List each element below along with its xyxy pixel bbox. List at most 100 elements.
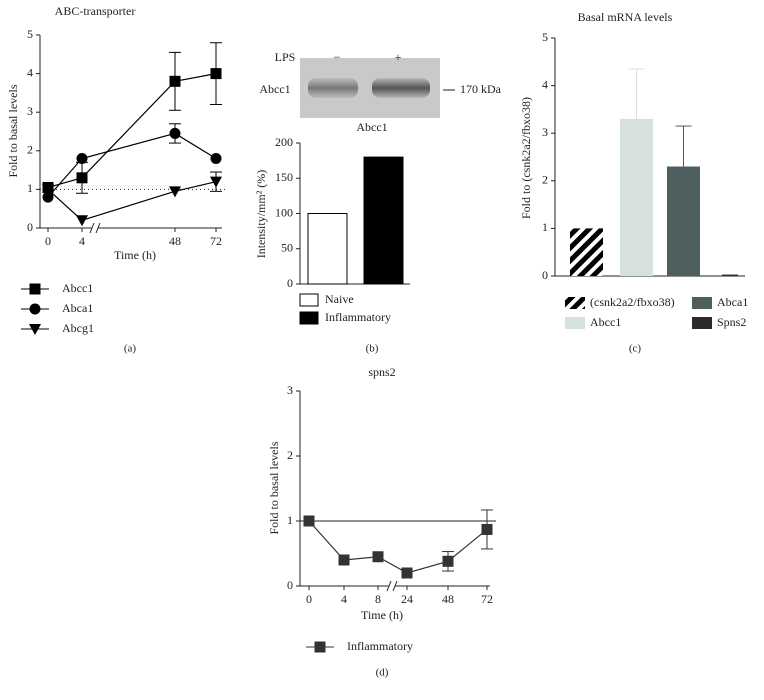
- x-axis-label: Time (h): [361, 608, 403, 622]
- x-tick-label: 4: [79, 234, 85, 248]
- y-tick-label: 0: [287, 578, 293, 592]
- x-tick-label: 72: [210, 234, 222, 248]
- blot-band: [308, 78, 358, 98]
- legend-label: Spns2: [717, 315, 746, 329]
- chart-title: Abcc1: [356, 120, 387, 134]
- legend-label: Abca1: [717, 295, 748, 309]
- y-tick-label: 1: [27, 181, 33, 195]
- panel-label: (b): [366, 343, 379, 355]
- data-point: [210, 68, 222, 80]
- data-point: [42, 184, 54, 196]
- blot-lane-label: −: [334, 50, 341, 64]
- series-line: [47, 181, 217, 221]
- blot-size-label: 170 kDa: [460, 82, 502, 96]
- y-tick-label: 50: [281, 241, 293, 255]
- legend-label: Inflammatory: [325, 310, 391, 324]
- legend-marker: [29, 303, 41, 315]
- y-tick-label: 4: [542, 77, 548, 91]
- y-tick-label: 5: [27, 27, 33, 41]
- legend-label: Abcc1: [62, 281, 93, 295]
- y-tick-label: 200: [275, 135, 293, 149]
- data-point: [481, 523, 493, 535]
- y-tick-label: 1: [542, 220, 548, 234]
- data-point: [76, 215, 88, 227]
- legend-label: Naive: [325, 292, 354, 306]
- bar: [620, 118, 653, 276]
- bar: [667, 166, 700, 276]
- legend-marker: [29, 283, 41, 295]
- y-tick-label: 0: [287, 276, 293, 290]
- data-point: [338, 554, 350, 566]
- legend-swatch: [565, 297, 585, 309]
- y-tick-label: 2: [27, 143, 33, 157]
- legend-swatch: [299, 293, 319, 307]
- data-point: [401, 567, 413, 579]
- data-point: [442, 555, 454, 567]
- x-tick-label: 0: [306, 592, 312, 606]
- x-tick-label: 24: [401, 592, 413, 606]
- y-tick-label: 1: [287, 513, 293, 527]
- legend-swatch: [692, 317, 712, 329]
- series-line: [47, 73, 217, 189]
- legend-label: Abcg1: [62, 321, 94, 335]
- chart-title: Basal mRNA levels: [578, 10, 673, 24]
- x-tick-label: 72: [481, 592, 493, 606]
- panel-label: (a): [124, 343, 137, 355]
- axis-break: [95, 222, 101, 234]
- x-tick-label: 48: [169, 234, 181, 248]
- data-point: [76, 172, 88, 184]
- legend-swatch: [565, 317, 585, 329]
- y-tick-label: 3: [542, 125, 548, 139]
- legend-swatch: [692, 297, 712, 309]
- y-tick-label: 150: [275, 170, 293, 184]
- y-tick-label: 4: [27, 65, 33, 79]
- series-line: [47, 132, 217, 198]
- y-tick-label: 5: [542, 30, 548, 44]
- y-axis-label: Fold to (csnk2a2/fbxo38): [519, 97, 533, 219]
- blot-band: [372, 78, 430, 98]
- panel-label: (c): [629, 343, 642, 355]
- series-line: [308, 520, 488, 574]
- chart-title: ABC-transporter: [55, 4, 136, 18]
- blot-lane-label: +: [395, 50, 402, 64]
- x-tick-label: 4: [341, 592, 347, 606]
- bar: [570, 228, 603, 276]
- y-axis-label: Fold to basal levels: [267, 441, 281, 534]
- y-tick-label: 2: [542, 173, 548, 187]
- y-tick-label: 0: [542, 268, 548, 282]
- legend-swatch: [299, 311, 319, 325]
- bar: [722, 274, 738, 276]
- data-point: [42, 191, 54, 203]
- y-tick-label: 2: [287, 448, 293, 462]
- data-point: [76, 153, 88, 165]
- axis-break: [89, 222, 95, 234]
- x-tick-label: 48: [442, 592, 454, 606]
- data-point: [169, 186, 181, 198]
- legend-marker: [314, 641, 326, 653]
- bar: [307, 213, 348, 285]
- data-point: [303, 515, 315, 527]
- data-point: [210, 153, 222, 165]
- legend-label: Inflammatory: [347, 639, 413, 653]
- blot-lps-label: LPS: [275, 50, 296, 64]
- axis-break: [386, 580, 392, 592]
- y-axis-label: Intensity/mm² (%): [254, 170, 268, 259]
- bar: [363, 156, 404, 285]
- x-tick-label: 8: [375, 592, 381, 606]
- x-tick-label: 0: [45, 234, 51, 248]
- x-axis-label: Time (h): [114, 248, 156, 262]
- legend-label: (csnk2a2/fbxo38): [590, 295, 675, 309]
- data-point: [372, 551, 384, 563]
- y-tick-label: 3: [287, 383, 293, 397]
- data-point: [169, 127, 181, 139]
- y-axis-label: Fold to basal levels: [6, 84, 20, 177]
- legend-label: Abcc1: [590, 315, 621, 329]
- chart-title: spns2: [368, 365, 395, 379]
- legend-marker: [29, 324, 41, 335]
- data-point: [210, 176, 222, 188]
- data-point: [169, 75, 181, 87]
- axis-break: [392, 580, 398, 592]
- legend-label: Abca1: [62, 301, 93, 315]
- blot-band-label: Abcc1: [259, 82, 290, 96]
